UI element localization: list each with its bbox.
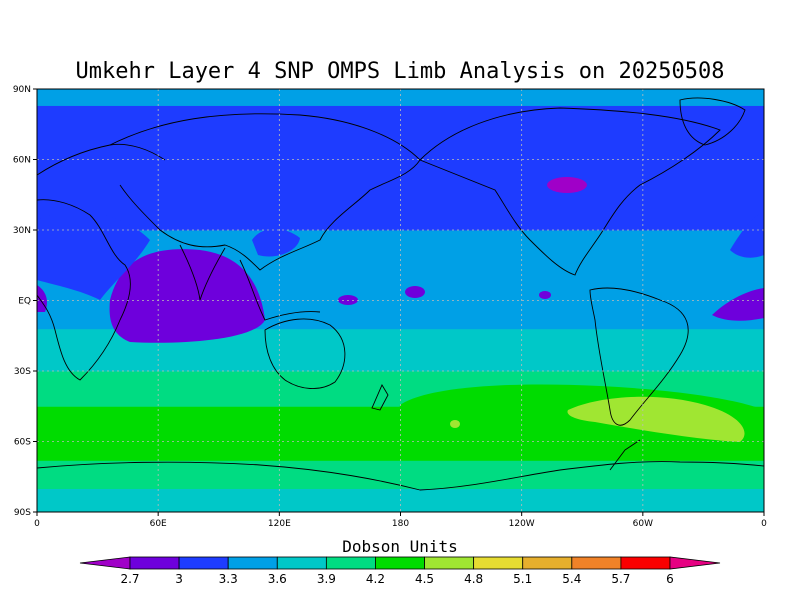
colorbar-segment	[325, 556, 376, 570]
x-tick-label: 0	[34, 519, 40, 529]
x-tick-label: 60E	[150, 519, 167, 529]
coastline-europe	[37, 143, 166, 176]
contour-region	[405, 286, 425, 298]
colorbar-segment	[522, 556, 573, 570]
colorbar-segment	[178, 556, 229, 570]
colorbar-tick-label: 4.8	[464, 572, 483, 586]
colorbar-segment	[424, 556, 475, 570]
map-area	[37, 89, 764, 512]
contour-region	[109, 249, 266, 343]
coastline-india	[179, 244, 226, 301]
colorbar-tick-label: 3	[175, 572, 183, 586]
contour-band	[37, 89, 764, 106]
colorbar-segment	[473, 556, 524, 570]
colorbar: 2.7 3 3.3 3.6 3.9 4.2 4.5 4.8 5.1 5.4 5.7 6	[79, 556, 721, 586]
y-tick-label: 30N	[13, 226, 31, 236]
colorbar-tick-label: 3.3	[219, 572, 238, 586]
contour-region	[567, 396, 745, 442]
coastline-greenland	[679, 97, 746, 146]
x-tick-label: 60W	[633, 519, 653, 529]
coastline-newzealand	[371, 384, 389, 411]
colorbar-tick-label: 3.9	[317, 572, 336, 586]
y-tick-label: 60N	[13, 156, 31, 166]
colorbar-segment	[375, 556, 425, 570]
coastline-northamerica	[419, 107, 721, 276]
contour-region	[712, 288, 764, 321]
grid	[37, 89, 764, 512]
colorbar-tick-label: 5.1	[513, 572, 532, 586]
colorbar-tick-label: 5.4	[562, 572, 581, 586]
coastline-southamerica	[589, 287, 689, 426]
colorbar-tick-label: 4.2	[366, 572, 385, 586]
contour-region	[450, 420, 460, 428]
colorbar-tick-label: 4.5	[415, 572, 434, 586]
colorbar-segment	[571, 556, 622, 570]
x-tick-label: 180	[392, 519, 409, 529]
contour-region	[730, 212, 764, 258]
contour-region	[547, 177, 587, 193]
y-tick-label: 90N	[13, 85, 31, 95]
y-tick-label: EQ	[18, 297, 31, 307]
y-tick-label: 30S	[14, 367, 31, 377]
x-tick-label: 120E	[268, 519, 291, 529]
colorbar-high-extension	[669, 556, 721, 570]
coastline-africa	[37, 199, 131, 381]
colorbar-segment	[620, 556, 671, 570]
y-tick-label: 90S	[14, 508, 31, 518]
x-tick-label: 120W	[509, 519, 535, 529]
colorbar-label: Dobson Units	[342, 537, 458, 556]
contour-region	[252, 228, 300, 257]
colorbar-low-extension	[79, 556, 131, 570]
chart-title: Umkehr Layer 4 SNP OMPS Limb Analysis on…	[75, 59, 724, 84]
coastline-australia	[264, 318, 346, 389]
colorbar-segment	[276, 556, 327, 570]
contour-region	[539, 291, 551, 299]
colorbar-tick-label: 6	[666, 572, 674, 586]
contour-region	[37, 211, 150, 300]
colorbar-segment	[129, 556, 180, 570]
coastline-antarctica	[37, 461, 764, 491]
contour-region	[338, 295, 358, 305]
coastline-antarctic-peninsula	[609, 439, 641, 471]
x-axis-ticks: 0 60E 120E 180 120W 60W 0	[34, 512, 767, 529]
coastline-asia	[109, 113, 421, 271]
colorbar-tick-label: 5.7	[611, 572, 630, 586]
colorbar-tick-label: 2.7	[120, 572, 139, 586]
colorbar-segment	[227, 556, 278, 570]
x-tick-label: 0	[761, 519, 767, 529]
coastline-seasia	[239, 259, 321, 321]
colorbar-tick-label: 3.6	[268, 572, 287, 586]
coastlines	[37, 97, 764, 491]
y-tick-label: 60S	[14, 438, 31, 448]
y-axis-ticks: 90N 60N 30N EQ 30S 60S 90S	[13, 85, 37, 518]
